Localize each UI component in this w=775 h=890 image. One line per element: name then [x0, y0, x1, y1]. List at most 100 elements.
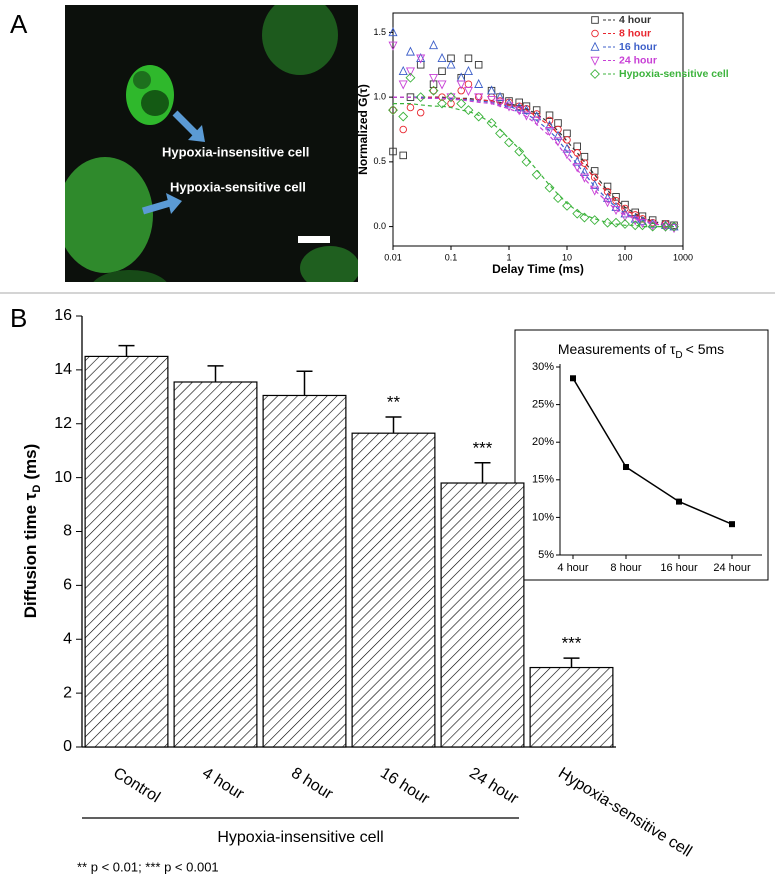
marker [589, 215, 600, 226]
marker [399, 125, 407, 134]
legend-label: 4 hour [619, 14, 651, 26]
inset-title-sub: D [675, 350, 682, 361]
y-tick-label: 6 [63, 577, 72, 594]
legend-marker [591, 29, 599, 38]
marker [562, 150, 572, 160]
marker [553, 193, 563, 204]
micrograph [65, 5, 358, 282]
bar [529, 666, 614, 748]
marker [521, 156, 532, 167]
marker [429, 40, 439, 50]
marker [515, 98, 523, 107]
marker [572, 163, 582, 173]
marker [428, 85, 439, 96]
marker [647, 221, 658, 232]
marker [398, 80, 408, 90]
marker [562, 143, 572, 153]
line [572, 377, 733, 525]
marker [669, 221, 679, 232]
marker [463, 86, 473, 96]
y-tick-label: 12 [54, 415, 72, 432]
marker [611, 206, 621, 216]
x-tick-label: 100 [617, 252, 632, 262]
marker [474, 93, 484, 103]
marker [495, 128, 505, 139]
y-tick-label: 30% [532, 361, 554, 373]
marker [388, 41, 398, 51]
marker [446, 93, 456, 103]
x-tick-label: 0.1 [445, 252, 458, 262]
y-tick-label: 15% [532, 474, 554, 486]
x-tick-label: 16 hour [377, 765, 433, 809]
legend-marker [591, 16, 599, 24]
marker [637, 216, 647, 226]
marker [531, 169, 542, 180]
marker [457, 86, 465, 95]
marker [603, 198, 613, 208]
marker [612, 196, 620, 205]
marker [447, 54, 455, 63]
marker [532, 111, 542, 121]
plot-frame [392, 12, 684, 247]
error-bar [385, 416, 402, 434]
marker [495, 98, 505, 108]
error-bar [296, 370, 313, 396]
y-tick-label: 10% [532, 511, 554, 523]
y-tick-label: 4 [63, 630, 72, 647]
marker [621, 200, 629, 209]
marker [580, 159, 589, 167]
y-tick-label: 8 [63, 523, 72, 540]
legend-marker [590, 41, 600, 51]
marker [579, 173, 589, 183]
y-axis-label: Normalized G(τ) [356, 84, 370, 175]
marker [603, 182, 612, 191]
point [570, 375, 576, 382]
inset-title-end: < 5ms [686, 341, 725, 357]
fit-line [393, 96, 675, 228]
marker [438, 67, 446, 75]
marker [446, 59, 456, 69]
marker [464, 80, 473, 88]
marker [464, 54, 473, 63]
x-tick-label: 24 hour [466, 765, 522, 809]
marker [504, 102, 514, 112]
fit-line [393, 96, 675, 228]
marker [399, 151, 407, 160]
marker [572, 208, 583, 219]
marker [514, 146, 525, 157]
x-tick-label: 10 [562, 252, 572, 262]
legend-label: 16 hour [619, 41, 657, 53]
marker [621, 204, 629, 213]
marker [545, 111, 554, 120]
marker [602, 217, 613, 228]
y-tick-label: 20% [532, 436, 554, 448]
marker [429, 86, 438, 95]
significance: ** [387, 393, 401, 412]
marker [579, 212, 590, 223]
marker [590, 179, 600, 189]
point [729, 521, 735, 528]
marker [398, 111, 409, 122]
y-axis-label-unit: (ms) [21, 444, 40, 480]
marker [603, 187, 612, 196]
marker [590, 186, 600, 196]
marker [405, 46, 415, 56]
x-axis-label: Delay Time (ms) [492, 262, 584, 276]
fit-line [393, 96, 675, 226]
x-tick-label: 24 hour [713, 562, 751, 574]
marker [463, 65, 473, 76]
x-tick-label: 1 [506, 252, 511, 262]
marker [514, 106, 524, 116]
marker [495, 91, 505, 101]
significance: *** [473, 438, 493, 457]
y-tick-label: 2 [63, 684, 72, 701]
marker [630, 220, 641, 231]
y-axis-label-sub: D [31, 485, 43, 493]
x-tick-label: 1000 [673, 252, 693, 262]
legend-marker [590, 69, 600, 79]
marker [398, 65, 408, 76]
y-tick-label: 1.5 [373, 27, 386, 37]
y-tick-label: 14 [54, 361, 72, 378]
marker [620, 219, 630, 229]
